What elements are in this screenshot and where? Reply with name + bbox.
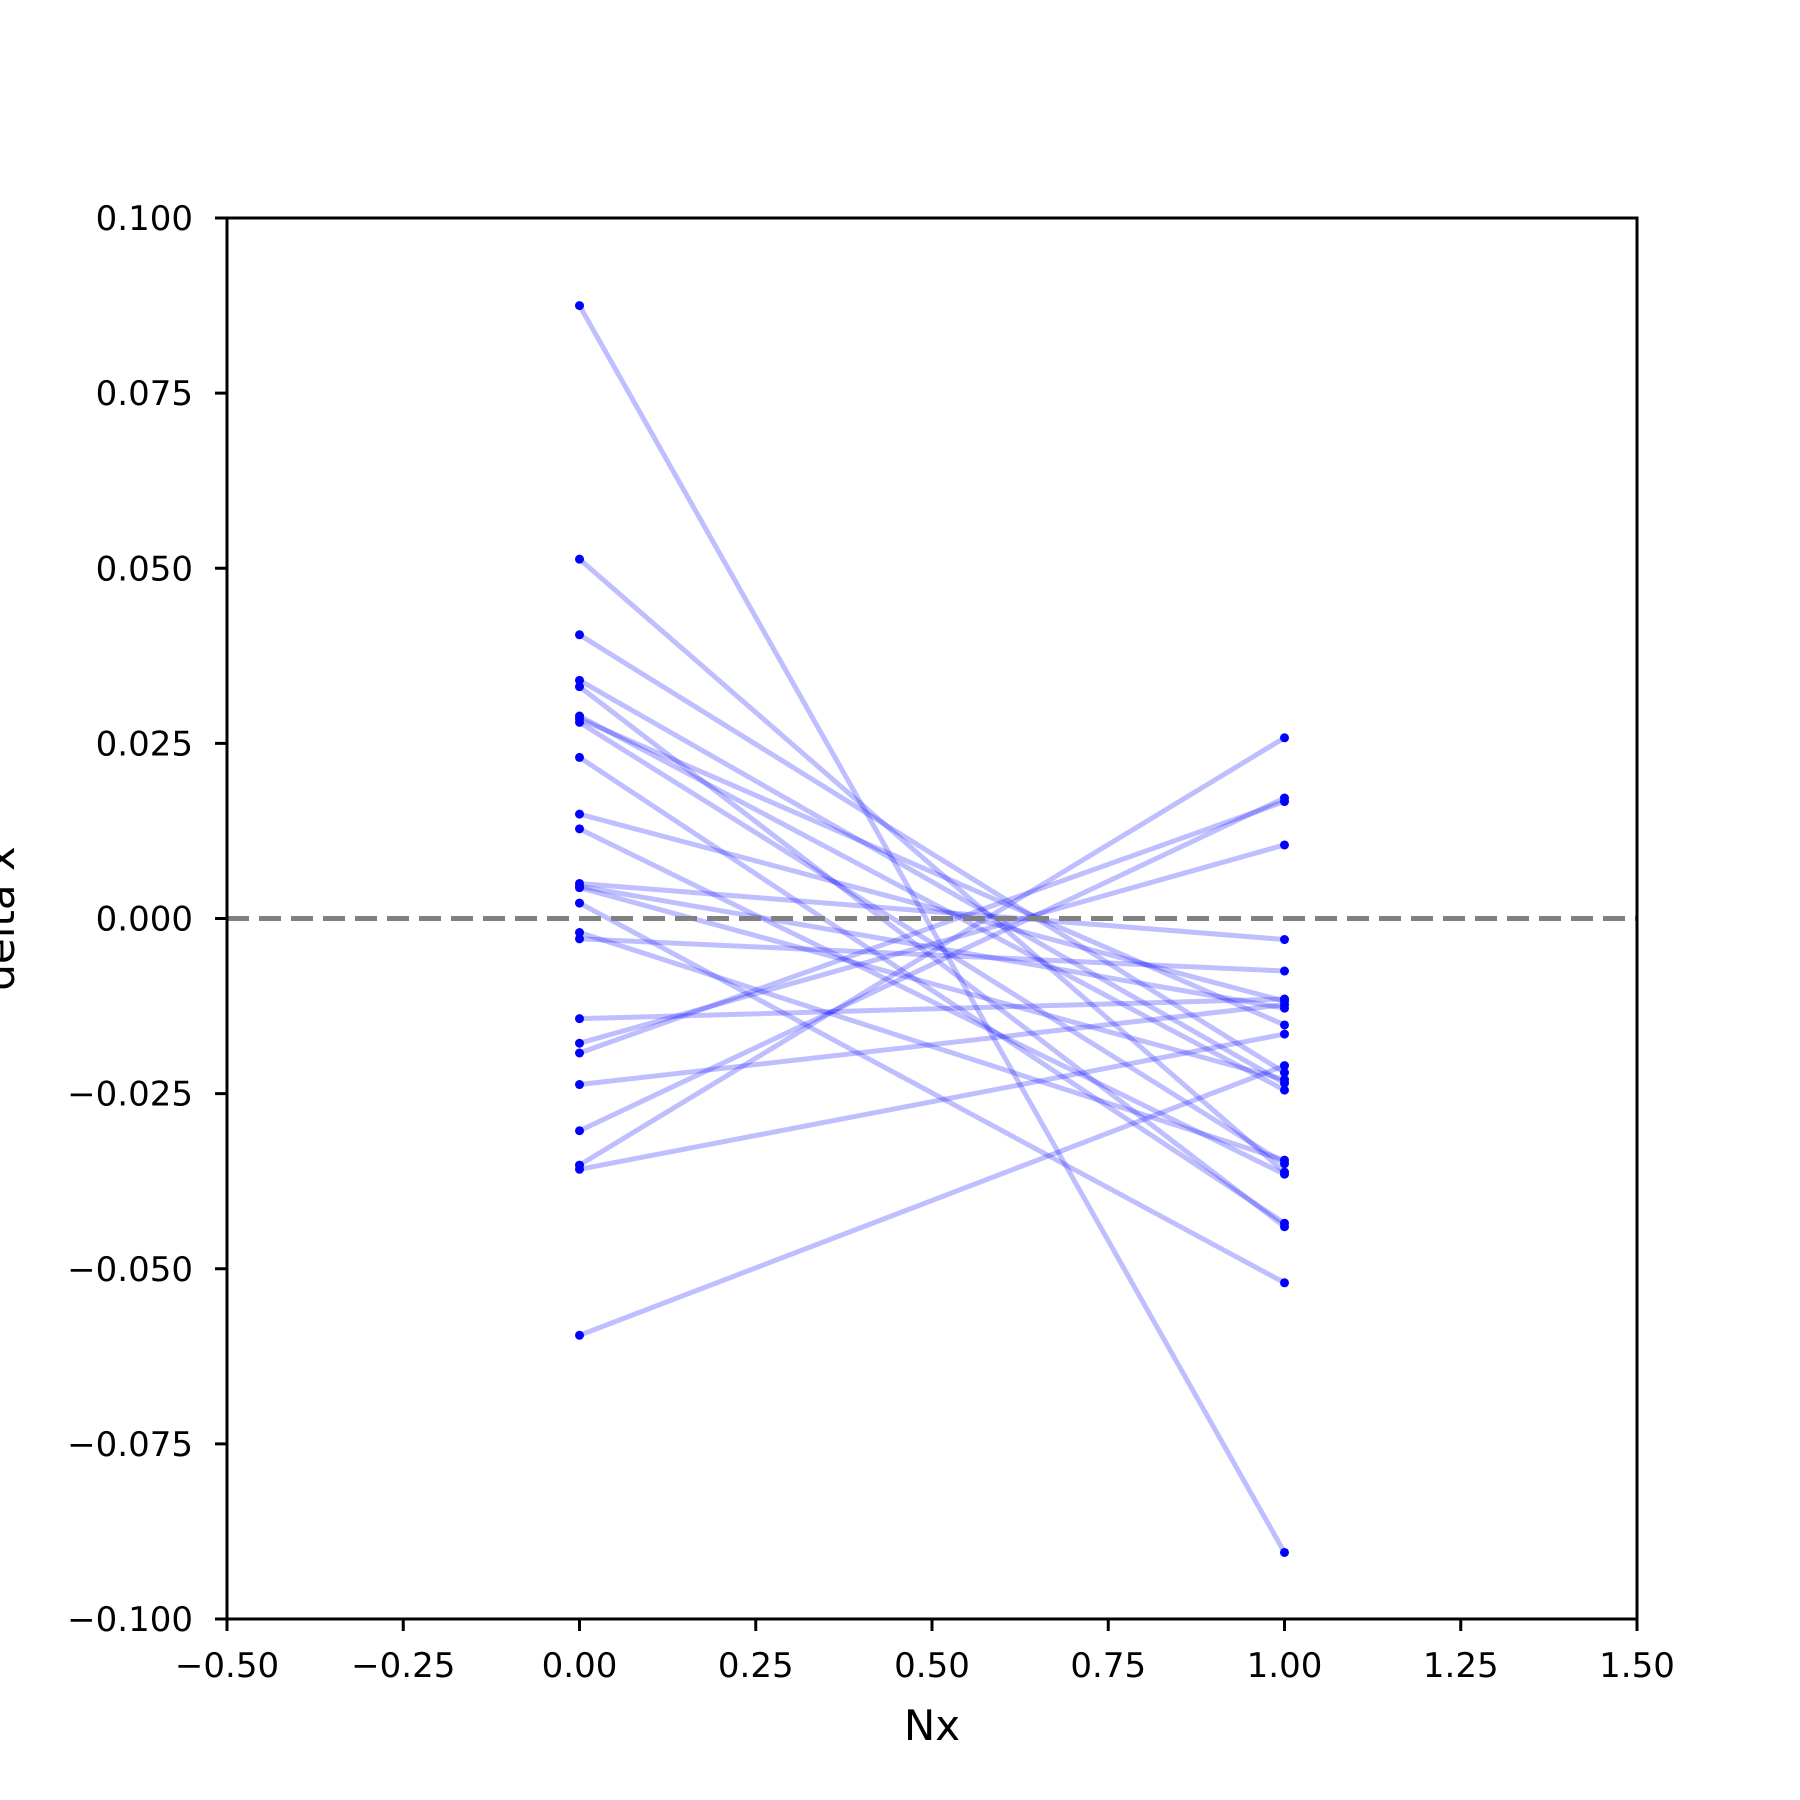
- data-point-end-16: [1280, 1155, 1289, 1165]
- x-axis-label: Nx: [904, 1701, 960, 1750]
- y-axis-ticks: 0.100 0.075 0.050 0.025 0.000 −0.025 −0.050 −0.…: [67, 199, 227, 1640]
- series-line-1: [577, 304, 1287, 1554]
- x-tick-label: 0.75: [1070, 1646, 1146, 1686]
- data-point-start-4: [575, 675, 584, 685]
- data-point-start-10: [575, 809, 584, 819]
- x-tick-label: 1.25: [1423, 1646, 1499, 1686]
- y-tick-label: −0.025: [67, 1075, 193, 1115]
- y-axis-label: delta x: [0, 846, 24, 991]
- data-point-end-22: [1280, 793, 1289, 803]
- data-point-end-24: [1280, 1029, 1289, 1039]
- series-line-3: [578, 632, 1286, 1075]
- y-tick-label: 0.050: [96, 549, 193, 589]
- y-tick-label: −0.075: [67, 1425, 193, 1465]
- data-point-start-19: [575, 1038, 584, 1048]
- x-tick-label: 0.50: [894, 1646, 970, 1686]
- data-point-start-1: [575, 301, 584, 311]
- data-point-start-20: [575, 1048, 584, 1058]
- series-line-24: [579, 1031, 1285, 1172]
- x-tick-label: 1.00: [1247, 1646, 1323, 1686]
- data-point-start-9: [575, 752, 584, 762]
- series-line-12: [579, 880, 1285, 943]
- series-line-20: [578, 799, 1286, 1056]
- data-point-end-6: [1280, 1085, 1289, 1095]
- data-point-end-12: [1280, 935, 1289, 945]
- data-point-start-18: [575, 1014, 584, 1024]
- y-tick-label: 0.025: [96, 724, 193, 764]
- data-point-start-21: [575, 1080, 584, 1090]
- series-line-5: [577, 684, 1287, 1229]
- series-points: [575, 301, 1289, 1557]
- y-tick-label: −0.050: [67, 1250, 193, 1290]
- y-tick-label: 0.100: [96, 199, 193, 239]
- data-point-start-11: [575, 824, 584, 834]
- series-line-16: [578, 930, 1286, 1163]
- data-point-start-16: [575, 928, 584, 938]
- data-point-start-15: [575, 898, 584, 908]
- data-point-start-8: [575, 717, 584, 727]
- series-line-2: [577, 557, 1287, 1174]
- series-line-25: [578, 1063, 1286, 1338]
- x-tick-label: −0.50: [175, 1646, 279, 1686]
- data-point-start-2: [575, 554, 584, 564]
- data-point-start-5: [575, 682, 584, 692]
- series-line-9: [578, 755, 1286, 1226]
- data-point-end-3: [1280, 1068, 1289, 1078]
- data-point-start-22: [575, 1126, 584, 1136]
- series-line-11: [578, 826, 1286, 1177]
- x-tick-label: 0.25: [718, 1646, 794, 1686]
- series-line-19: [578, 842, 1286, 1046]
- data-point-end-21: [1280, 1000, 1289, 1010]
- series-line-6: [578, 713, 1286, 1093]
- data-point-end-11: [1280, 1169, 1289, 1179]
- y-tick-label: 0.075: [96, 374, 193, 414]
- series-line-4: [578, 678, 1286, 1086]
- series-line-15: [578, 900, 1286, 1285]
- data-point-end-17: [1280, 966, 1289, 976]
- series-line-10: [578, 811, 1286, 1004]
- series-line-8: [578, 720, 1286, 1166]
- series-line-17: [579, 936, 1285, 974]
- data-point-start-14: [575, 883, 584, 893]
- series-line-22: [578, 795, 1286, 1134]
- x-tick-label: 0.00: [542, 1646, 618, 1686]
- data-point-end-19: [1280, 840, 1289, 850]
- data-point-end-14: [1280, 1075, 1289, 1085]
- data-point-end-7: [1280, 1020, 1289, 1030]
- data-point-end-25: [1280, 1061, 1289, 1071]
- series-line-18: [579, 996, 1285, 1022]
- data-point-start-17: [575, 934, 584, 944]
- x-axis-ticks: −0.50 −0.25 0.00 0.25 0.50 0.75 1.00 1.25 1.50: [175, 1619, 1675, 1686]
- series-line-13: [579, 883, 1285, 1011]
- x-tick-label: 1.50: [1599, 1646, 1675, 1686]
- series-line-23: [578, 735, 1286, 1168]
- data-point-end-23: [1280, 733, 1289, 743]
- y-tick-label: −0.100: [67, 1600, 193, 1640]
- data-point-end-15: [1280, 1278, 1289, 1288]
- data-point-end-1: [1280, 1547, 1289, 1557]
- x-tick-label: −0.25: [351, 1646, 455, 1686]
- series-line-7: [578, 716, 1286, 1028]
- data-point-end-9: [1280, 1218, 1289, 1228]
- series-line-21: [579, 1002, 1285, 1088]
- data-point-start-3: [575, 630, 584, 640]
- data-point-start-24: [575, 1164, 584, 1174]
- data-point-start-25: [575, 1330, 584, 1340]
- y-tick-label: 0.000: [96, 900, 193, 940]
- series-lines: [577, 304, 1287, 1554]
